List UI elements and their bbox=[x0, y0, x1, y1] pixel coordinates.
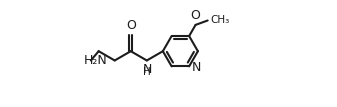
Text: N: N bbox=[192, 61, 202, 74]
Text: H₂N: H₂N bbox=[84, 54, 108, 67]
Text: O: O bbox=[126, 19, 136, 32]
Text: N: N bbox=[143, 62, 152, 76]
Text: O: O bbox=[191, 9, 201, 22]
Text: H: H bbox=[144, 67, 151, 77]
Text: CH₃: CH₃ bbox=[210, 15, 229, 25]
